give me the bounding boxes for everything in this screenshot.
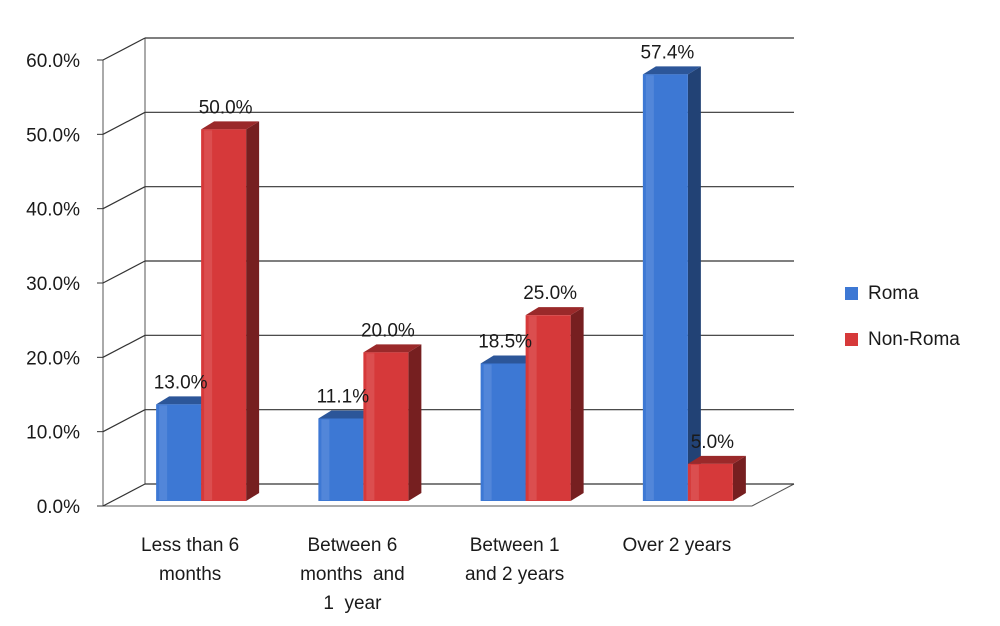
y-axis-ticks: 0.0% 10.0% 20.0% 30.0% 40.0% 50.0% 60.0% — [26, 51, 103, 518]
data-label: 18.5% — [478, 331, 532, 352]
bar-roma-3 — [642, 66, 701, 502]
category-label: 1 year — [323, 593, 382, 614]
bar-top-face — [201, 121, 260, 130]
bar-side-face — [732, 455, 746, 501]
bar-highlight — [366, 353, 375, 500]
gridline-diagonal — [102, 409, 146, 433]
gridline-diagonal — [102, 334, 146, 358]
bar-highlight — [528, 316, 537, 500]
bar-non-roma-2 — [525, 307, 584, 501]
data-label: 50.0% — [199, 97, 253, 118]
category-label: months and — [300, 564, 405, 585]
legend-label-non-roma: Non-Roma — [868, 329, 960, 350]
data-label: 20.0% — [361, 320, 415, 341]
data-label: 13.0% — [154, 372, 208, 393]
chart-bars — [156, 66, 746, 502]
bar-side-face — [246, 121, 260, 501]
gridline-diagonal — [102, 260, 146, 284]
y-tick-label: 0.0% — [37, 497, 80, 518]
bar-highlight — [204, 130, 213, 501]
bar-side-face — [687, 66, 701, 502]
data-label: 5.0% — [691, 432, 734, 453]
y-tick-label: 40.0% — [26, 200, 80, 221]
bar-non-roma-3 — [687, 455, 746, 501]
y-tick-label: 10.0% — [26, 423, 80, 444]
y-tick-label: 60.0% — [26, 51, 80, 72]
bar-top-face — [363, 344, 422, 353]
bar-highlight — [483, 364, 492, 500]
bar-side-face — [570, 307, 584, 501]
data-label: 25.0% — [523, 283, 577, 304]
category-label: Between 6 — [307, 535, 397, 556]
bar-top-face — [480, 355, 539, 364]
y-tick-label: 30.0% — [26, 274, 80, 295]
bar-top-face — [687, 455, 746, 464]
y-tick-label: 20.0% — [26, 348, 80, 369]
legend-label-roma: Roma — [868, 283, 919, 304]
bar-top-face — [156, 396, 215, 405]
category-label: Less than 6 — [141, 535, 239, 556]
bar-top-face — [525, 307, 584, 316]
data-labels: 13.0% 50.0% 11.1% 20.0% 18.5% 25.0% 57.4% 5.0% — [154, 42, 734, 453]
bar-highlight — [645, 75, 654, 501]
gridline-diagonal — [102, 37, 146, 61]
category-label: Over 2 years — [622, 535, 731, 556]
x-axis-categories: Less than 6 months Between 6 months and 1 ye… — [141, 535, 731, 614]
category-label: Between 1 — [470, 535, 560, 556]
bar-highlight — [159, 405, 168, 500]
bar-non-roma-0 — [201, 121, 260, 502]
gridline-diagonal — [102, 111, 146, 135]
category-label: and 2 years — [465, 564, 564, 585]
bar-top-face — [318, 410, 377, 419]
data-label: 57.4% — [640, 42, 694, 63]
legend-swatch-non-roma — [845, 333, 858, 346]
y-tick-label: 50.0% — [26, 125, 80, 146]
gridline-diagonal — [102, 186, 146, 210]
bar-top-face — [642, 66, 701, 75]
category-label: months — [159, 564, 221, 585]
chart-legend: Roma Non-Roma — [845, 283, 960, 350]
data-label: 11.1% — [317, 386, 370, 407]
bar-non-roma-1 — [363, 344, 422, 501]
bar-highlight — [321, 419, 330, 500]
bar-highlight — [690, 464, 699, 500]
gridline-diagonal — [102, 483, 146, 507]
legend-swatch-roma — [845, 287, 858, 300]
bar-side-face — [408, 344, 422, 501]
floor-right-edge — [751, 483, 795, 507]
